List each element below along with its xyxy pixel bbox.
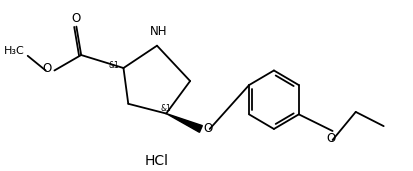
Text: O: O	[72, 12, 81, 25]
Text: &1: &1	[160, 104, 171, 113]
Text: O: O	[327, 132, 336, 145]
Text: HCl: HCl	[144, 154, 168, 168]
Text: O: O	[203, 122, 212, 135]
Text: &1: &1	[109, 61, 119, 70]
Text: NH: NH	[150, 25, 168, 38]
Text: H₃C: H₃C	[4, 46, 24, 56]
Polygon shape	[166, 114, 202, 132]
Text: O: O	[43, 62, 52, 75]
